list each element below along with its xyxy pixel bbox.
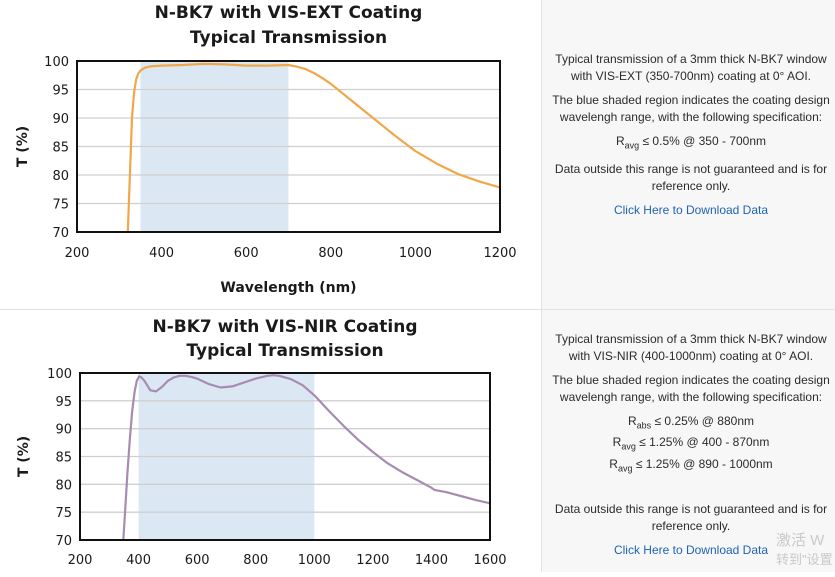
watermark-line: 激活 W (776, 532, 825, 549)
chart-title: N-BK7 with VIS-EXT Coating (155, 3, 423, 23)
y-axis-label: T (%) (15, 126, 31, 167)
description-text: Typical transmission of a 3mm thick N-BK… (555, 52, 827, 83)
spec-value: ≤ 0.25% @ 880nm (654, 414, 755, 428)
y-tick-label: 75 (52, 198, 69, 213)
spec-line: Ravg ≤ 0.5% @ 350 - 700nm (548, 133, 834, 154)
x-tick-label: 600 (185, 553, 210, 568)
spec-symbol: R (615, 134, 625, 148)
disclaimer-text: Data outside this range is not guarantee… (554, 162, 828, 194)
x-tick-label: 1000 (298, 553, 331, 568)
chart-subtitle: Typical Transmission (186, 341, 383, 361)
chart-cell: N-BK7 with VIS-NIR Coating Typical Transm… (0, 310, 541, 572)
x-tick-label: 400 (126, 553, 151, 568)
chart-title: N-BK7 with VIS-NIR Coating (152, 317, 417, 337)
y-tick-label: 70 (55, 534, 72, 549)
transmission-series-line (126, 62, 501, 233)
spec-list: Ravg ≤ 0.5% @ 350 - 700nm (548, 133, 834, 154)
spec-line: Rabs ≤ 0.25% @ 880nm (548, 413, 834, 434)
info-panel-vis-ext: Typical transmission of a 3mm thick N-BK… (541, 0, 835, 309)
x-tick-label: 1200 (356, 553, 389, 568)
x-tick-label: 1400 (415, 553, 448, 568)
x-tick-label: 1200 (483, 246, 516, 261)
info-content: Typical transmission of a 3mm thick N-BK… (548, 331, 834, 566)
disclaimer-text: Data outside this range is not guarantee… (554, 502, 828, 534)
info-content: Typical transmission of a 3mm thick N-BK… (548, 51, 834, 226)
spec-value: ≤ 1.25% @ 400 - 870nm (639, 435, 770, 450)
shaded-region-note: The blue shaded region indicates the coa… (552, 373, 830, 404)
x-tick-label: 800 (243, 553, 268, 568)
x-tick-label: 800 (318, 246, 343, 261)
y-tick-label: 75 (55, 506, 72, 521)
description-text: Typical transmission of a 3mm thick N-BK… (555, 332, 827, 363)
spec-subscript: abs (636, 420, 652, 431)
y-tick-label: 95 (52, 84, 69, 99)
spec-list: Rabs ≤ 0.25% @ 880nm Ravg ≤ 1.25% @ 400 … (548, 413, 834, 477)
spec-value: ≤ 1.25% @ 890 - 1000nm (635, 456, 773, 471)
y-tick-label: 90 (55, 423, 72, 438)
x-tick-label: 1000 (399, 246, 432, 261)
x-tick-label: 200 (65, 246, 90, 261)
y-tick-label: 70 (52, 226, 69, 241)
transmission-series-line (122, 374, 491, 541)
spec-value: ≤ 0.5% @ 350 - 700nm (642, 134, 767, 148)
spec-symbol: R (612, 435, 622, 450)
x-axis-label: Wavelength (nm) (220, 280, 356, 296)
spec-subscript: avg (624, 140, 640, 151)
download-data-link[interactable]: Click Here to Download Data (613, 543, 769, 558)
chart-row-vis-nir: N-BK7 with VIS-NIR Coating Typical Transm… (0, 310, 835, 572)
shaded-region-note: The blue shaded region indicates the coa… (552, 93, 830, 124)
plot-frame (76, 60, 501, 233)
y-tick-label: 100 (44, 55, 69, 70)
vis-nir-transmission-chart: N-BK7 with VIS-NIR Coating Typical Transm… (16, 317, 507, 568)
spec-subscript: avg (617, 463, 633, 474)
spec-line: Ravg ≤ 1.25% @ 890 - 1000nm (548, 456, 834, 477)
vis-ext-transmission-chart: N-BK7 with VIS-EXT Coating Typical Transm… (15, 3, 517, 296)
spec-symbol: R (609, 456, 618, 471)
activation-watermark: 激活 W 转到"设置 (776, 531, 833, 569)
spec-subscript: avg (621, 441, 636, 452)
y-tick-label: 90 (52, 112, 69, 127)
chart-cell: N-BK7 with VIS-EXT Coating Typical Transm… (0, 0, 541, 309)
y-tick-label: 80 (55, 478, 72, 493)
watermark-line: 转到"设置 (776, 552, 833, 567)
x-tick-label: 400 (149, 246, 174, 261)
chart-row-vis-ext: N-BK7 with VIS-EXT Coating Typical Transm… (0, 0, 835, 310)
spec-symbol: R (627, 414, 637, 428)
plot-frame (79, 372, 491, 541)
y-axis-label: T (%) (16, 436, 32, 477)
info-panel-vis-nir: Typical transmission of a 3mm thick N-BK… (541, 310, 835, 572)
x-tick-label: 200 (68, 553, 93, 568)
y-tick-label: 85 (52, 141, 69, 156)
chart-subtitle: Typical Transmission (190, 28, 387, 48)
y-tick-label: 95 (55, 395, 72, 410)
spec-line: Ravg ≤ 1.25% @ 400 - 870nm (548, 434, 834, 455)
x-tick-label: 1600 (473, 553, 506, 568)
y-tick-label: 80 (52, 169, 69, 184)
y-tick-label: 85 (55, 451, 72, 466)
y-tick-label: 100 (47, 367, 72, 382)
download-data-link[interactable]: Click Here to Download Data (613, 203, 769, 218)
x-tick-label: 600 (234, 246, 259, 261)
